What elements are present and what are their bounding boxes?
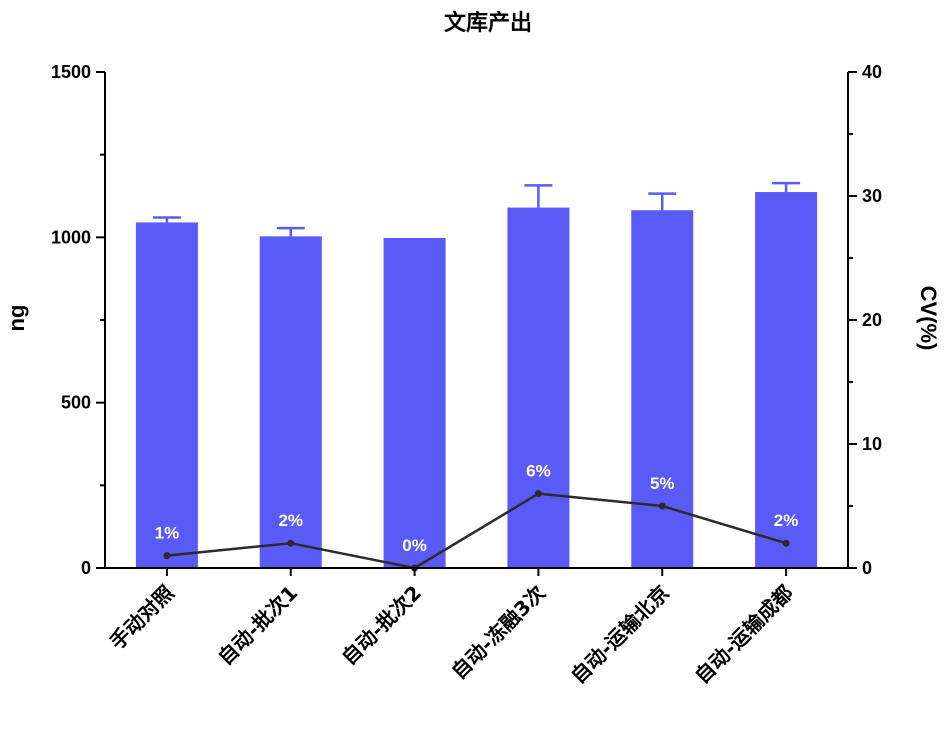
cv-point-6	[782, 539, 790, 547]
bar-6	[755, 192, 818, 569]
bar-3	[383, 237, 446, 568]
x-tick-label-4: 自动-冻融3次	[447, 581, 550, 684]
cv-point-2	[287, 539, 295, 547]
error-bars-layer	[152, 181, 801, 237]
cv-label-4: 6%	[526, 462, 551, 481]
bar-2	[259, 236, 322, 568]
cv-label-3: 0%	[402, 536, 427, 555]
y-tick-label-1: 0	[81, 558, 91, 578]
cv-point-4	[534, 490, 542, 498]
cv-point-1	[163, 552, 171, 560]
cv-label-1: 1%	[155, 524, 180, 543]
y2-axis-title: CV(%)	[916, 286, 941, 351]
cv-line	[166, 492, 787, 570]
y-tick-label-4: 1500	[51, 62, 91, 82]
y2-tick-label-2: 10	[862, 434, 882, 454]
x-tick-label-2: 自动-批次1	[213, 581, 302, 670]
bar-1	[135, 222, 198, 568]
x-tick-label-1: 手动对照	[105, 581, 179, 655]
bar-5	[631, 210, 694, 568]
bar-4	[507, 207, 570, 568]
cv-label-2: 2%	[278, 511, 303, 530]
y-tick-label-2: 500	[61, 393, 91, 413]
x-tick-label-3: 自动-批次2	[337, 581, 426, 670]
y2-tick-label-5: 40	[862, 62, 882, 82]
y2-tick-label-1: 0	[862, 558, 872, 578]
bars-layer	[135, 192, 818, 569]
y-tick-label-3: 1000	[51, 227, 91, 247]
x-tick-label-5: 自动-运输北京	[566, 581, 674, 689]
cv-line-layer: 1% 2% 0% 6% 5% 2%	[155, 462, 799, 572]
cv-point-5	[658, 502, 666, 510]
y2-tick-label-4: 30	[862, 186, 882, 206]
cv-label-6: 2%	[774, 511, 799, 530]
chart-title: 文库产出	[444, 10, 532, 36]
y2-tick-label-3: 20	[862, 310, 882, 330]
y-axis-title: ng	[4, 305, 29, 332]
x-tick-label-6: 自动-运输成都	[690, 581, 798, 689]
cv-label-5: 5%	[650, 474, 675, 493]
